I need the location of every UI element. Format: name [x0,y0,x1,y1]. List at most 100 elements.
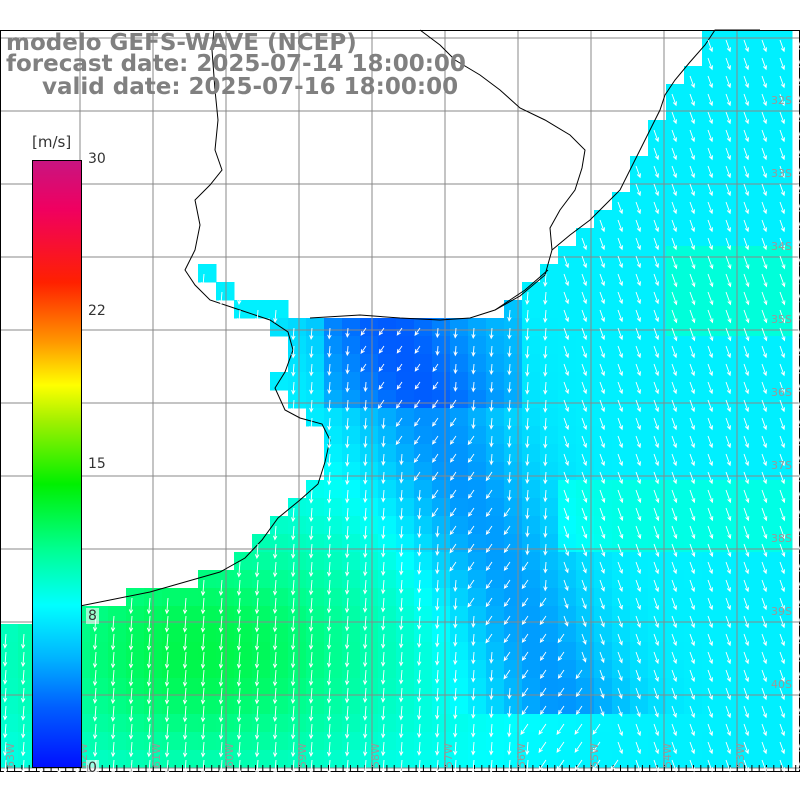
wind-arrow [449,543,457,554]
wind-speed-cell [702,606,721,625]
wind-speed-cell [558,660,577,679]
wind-speed-cell [720,336,739,355]
wind-arrow [363,741,368,757]
wind-speed-cell [540,372,559,391]
wind-arrow [381,705,386,721]
wind-speed-cell [396,480,415,499]
wind-speed-cell [612,336,631,355]
wind-arrow [581,327,587,341]
wind-arrow [653,705,659,718]
wind-speed-cell [378,552,397,571]
wind-arrow [435,633,440,648]
wind-arrow [599,543,606,557]
wind-speed-cell [702,732,721,751]
wind-arrow [291,363,296,377]
wind-speed-cell [252,642,271,661]
wind-speed-cell [504,318,523,337]
wind-arrow [689,399,695,413]
wind-speed-cell [774,570,793,589]
wind-speed-cell [198,732,217,751]
wind-arrow [743,75,749,89]
wind-arrow [489,399,494,412]
wind-arrow [110,687,116,705]
wind-speed-cell [540,552,559,571]
wind-speed-cell [324,318,343,337]
wind-speed-cell [90,714,109,733]
wind-speed-cell [720,300,739,319]
wind-arrow [635,471,641,485]
wind-speed-cell [450,606,469,625]
wind-speed-cell [252,696,271,715]
wind-arrow [3,741,8,757]
wind-speed-cell [0,642,19,661]
wind-arrow [592,741,601,753]
wind-arrow [290,723,296,740]
wind-arrow [797,741,800,752]
wind-arrow [345,345,350,357]
wind-speed-cell [540,696,559,715]
wind-arrow [761,201,767,215]
wind-arrow [345,525,350,541]
wind-speed-cell [432,606,451,625]
wind-speed-cell [774,444,793,463]
wind-speed-cell [522,408,541,427]
wind-arrow [399,615,404,631]
wind-speed-cell [576,354,595,373]
wind-arrow [237,309,242,324]
wind-speed-cell [180,624,199,643]
wind-speed-cell [18,624,37,643]
wind-arrow [707,327,714,342]
wind-arrow [521,597,529,608]
wind-arrow [273,525,278,541]
wind-speed-cell [774,606,793,625]
wind-arrow [543,561,548,574]
wind-arrow [128,723,134,740]
wind-speed-cell [594,678,613,697]
wind-arrow [743,57,749,71]
wind-speed-cell [684,714,703,733]
wind-arrow [689,723,695,737]
wind-arrow [635,615,641,629]
wind-speed-cell [540,408,559,427]
wind-arrow [92,741,98,758]
wind-speed-cell [522,750,541,769]
wind-arrow [146,705,152,723]
wind-speed-cell [270,552,289,571]
wind-arrow [507,453,512,466]
wind-speed-cell [504,714,523,733]
wind-arrow [218,705,224,723]
wind-arrow [20,651,26,668]
wind-arrow [485,543,493,553]
wind-speed-cell [756,264,775,283]
wind-speed-cell [450,480,469,499]
wind-arrow [327,399,332,413]
wind-speed-cell [612,624,631,643]
wind-arrow [308,723,314,740]
wind-arrow [432,453,439,463]
wind-arrow [417,525,422,539]
wind-arrow [399,723,404,739]
wind-arrow [725,381,731,395]
wind-speed-cell [576,300,595,319]
wind-speed-cell [108,660,127,679]
wind-arrow [414,345,421,354]
wind-arrow [21,723,26,739]
wind-arrow [507,723,512,738]
wind-arrow [671,309,678,324]
wind-arrow [543,507,548,521]
wind-speed-cell [468,606,487,625]
wind-arrow [725,165,731,179]
wind-arrow [743,93,749,107]
wind-speed-cell [774,552,793,571]
wind-speed-cell [612,426,631,445]
wind-speed-cell [648,588,667,607]
wind-arrow [761,255,768,270]
wind-arrow [761,237,767,251]
wind-speed-cell [684,336,703,355]
wind-arrow [779,615,785,629]
wind-arrow [779,345,785,359]
wind-speed-cell [432,660,451,679]
wind-speed-cell [450,696,469,715]
wind-arrow [599,687,605,699]
wind-arrow [309,543,314,559]
